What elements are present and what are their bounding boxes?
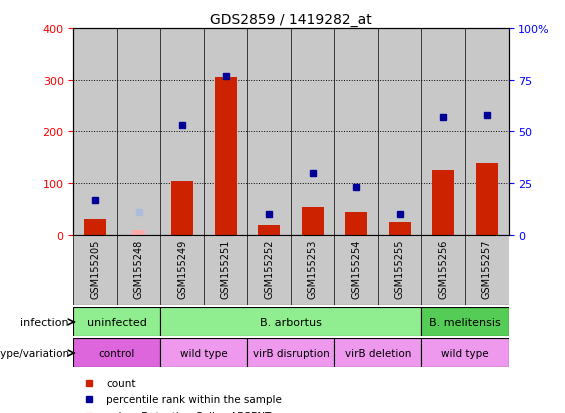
Text: count: count xyxy=(106,378,136,388)
Text: control: control xyxy=(99,348,135,358)
Bar xyxy=(334,339,421,368)
Bar xyxy=(160,235,204,306)
Bar xyxy=(421,29,465,235)
Text: GSM155253: GSM155253 xyxy=(308,239,318,298)
Text: uninfected: uninfected xyxy=(87,317,147,327)
Bar xyxy=(334,235,378,306)
Bar xyxy=(421,339,508,368)
Bar xyxy=(302,207,324,235)
Bar xyxy=(345,212,367,235)
Bar xyxy=(215,78,237,235)
Bar xyxy=(247,339,334,368)
Bar xyxy=(421,308,508,337)
Text: wild type: wild type xyxy=(441,348,489,358)
Bar xyxy=(160,339,247,368)
Bar xyxy=(160,308,421,337)
Bar xyxy=(421,235,465,306)
Bar xyxy=(117,29,160,235)
Text: virB disruption: virB disruption xyxy=(253,348,329,358)
Bar xyxy=(73,29,117,235)
Bar xyxy=(132,230,145,235)
Bar xyxy=(117,235,160,306)
Title: GDS2859 / 1419282_at: GDS2859 / 1419282_at xyxy=(210,12,372,26)
Text: B. arbortus: B. arbortus xyxy=(260,317,322,327)
Bar xyxy=(378,29,421,235)
Text: percentile rank within the sample: percentile rank within the sample xyxy=(106,394,282,404)
Bar xyxy=(334,29,378,235)
Text: GSM155255: GSM155255 xyxy=(395,239,405,298)
Bar xyxy=(258,225,280,235)
Bar xyxy=(84,220,106,235)
Text: B. melitensis: B. melitensis xyxy=(429,317,501,327)
Text: wild type: wild type xyxy=(180,348,228,358)
Bar xyxy=(291,29,334,235)
Text: infection: infection xyxy=(20,317,69,327)
Bar xyxy=(73,339,160,368)
Bar xyxy=(247,29,291,235)
Text: genotype/variation: genotype/variation xyxy=(0,348,69,358)
Bar xyxy=(291,235,334,306)
Text: GSM155249: GSM155249 xyxy=(177,239,187,298)
Bar xyxy=(389,223,411,235)
Text: GSM155256: GSM155256 xyxy=(438,239,448,298)
Bar xyxy=(171,181,193,235)
Bar xyxy=(73,235,117,306)
Bar xyxy=(247,235,291,306)
Bar xyxy=(476,163,498,235)
Bar xyxy=(465,235,508,306)
Text: GSM155252: GSM155252 xyxy=(264,239,274,298)
Bar xyxy=(204,235,247,306)
Text: GSM155248: GSM155248 xyxy=(134,239,144,298)
Text: GSM155254: GSM155254 xyxy=(351,239,361,298)
Text: GSM155257: GSM155257 xyxy=(482,239,492,298)
Text: GSM155205: GSM155205 xyxy=(90,239,100,298)
Text: GSM155251: GSM155251 xyxy=(221,239,231,298)
Bar xyxy=(204,29,247,235)
Text: value, Detection Call = ABSENT: value, Detection Call = ABSENT xyxy=(106,411,271,413)
Text: virB deletion: virB deletion xyxy=(345,348,411,358)
Bar xyxy=(378,235,421,306)
Bar xyxy=(73,308,160,337)
Bar xyxy=(160,29,204,235)
Bar xyxy=(432,171,454,235)
Bar xyxy=(465,29,508,235)
